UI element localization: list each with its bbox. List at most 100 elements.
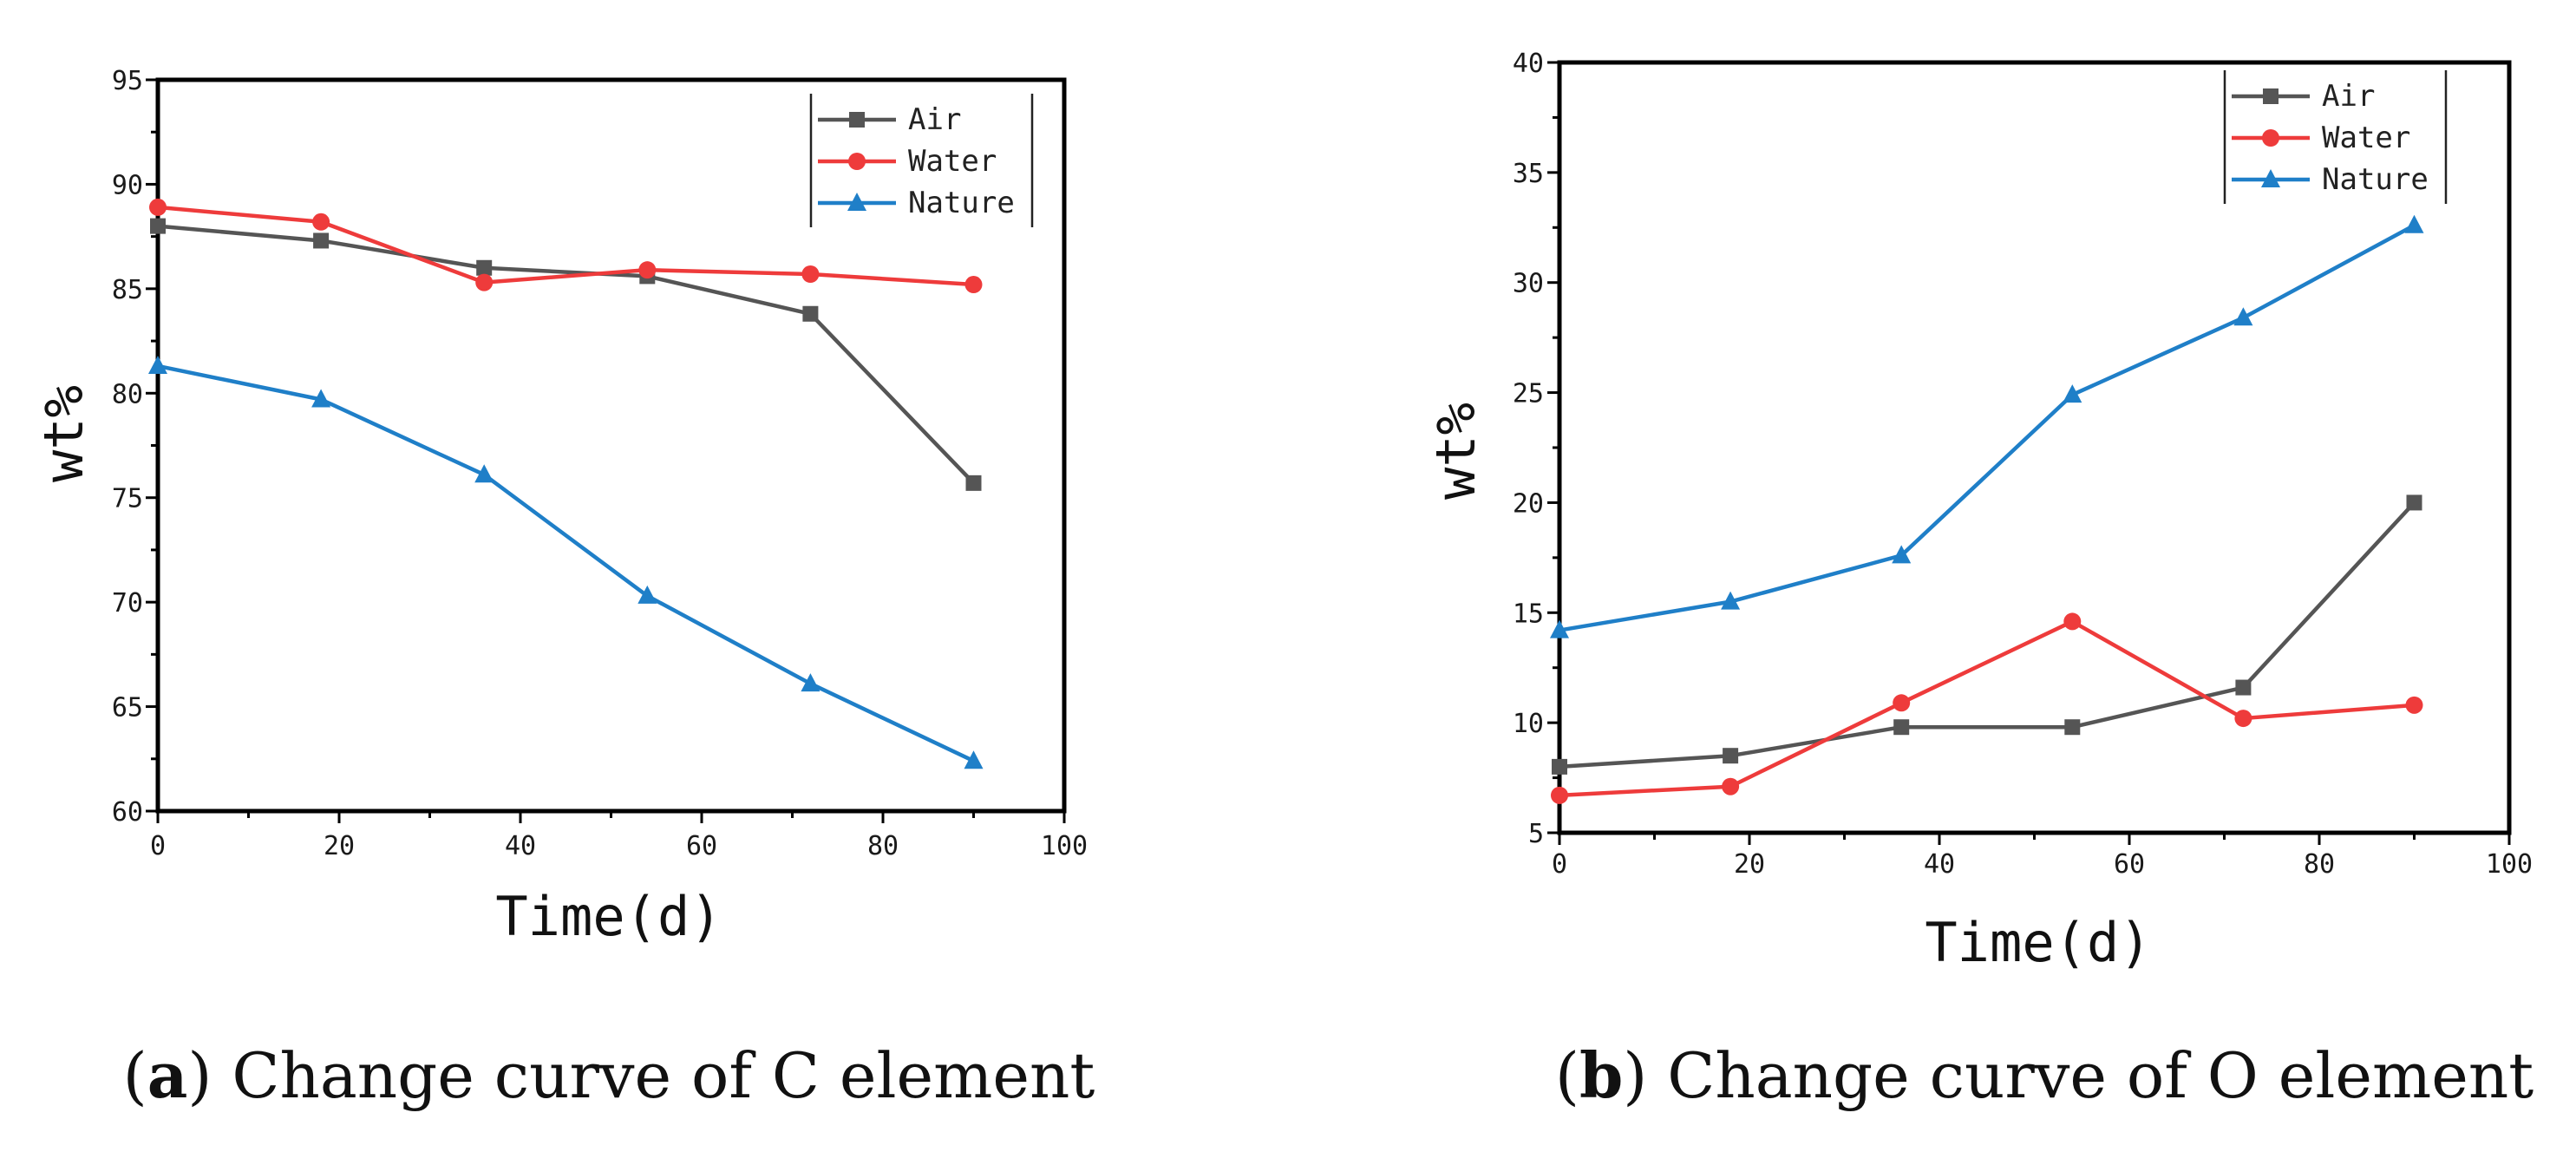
x-tick-label: 100 [2486,849,2533,880]
series-line-air [1559,501,2416,769]
data-point-nature [1721,591,1741,610]
data-point-water [1893,694,1911,712]
data-point-nature [1550,619,1569,638]
y-tick-label: 40 [1513,49,1544,79]
data-point-air [2406,494,2422,511]
y-tick-label: 90 [112,170,143,200]
data-point-water [1551,786,1568,804]
legend-marker-air [849,112,865,128]
y-tick-label: 85 [112,275,143,305]
data-point-water [2405,696,2423,714]
series-line-nature [1559,223,2416,632]
y-tick-label: 25 [1513,379,1544,409]
legend-label-nature: Nature [2322,162,2429,197]
data-point-air [150,218,166,234]
x-tick-label: 40 [505,831,536,861]
x-tick-label: 60 [686,831,717,861]
legend-label-air: Air [2322,79,2375,114]
y-axis-title: wt% [1424,403,1487,500]
data-point-water [638,261,657,279]
y-tick-label: 80 [112,379,143,409]
x-tick-label: 60 [2114,849,2145,880]
legend-label-water: Water [908,144,997,179]
legend-marker-air [2263,88,2279,104]
caption-panel-label: b [1579,1038,1623,1112]
y-tick-label: 35 [1513,159,1544,189]
caption-description: Change curve of C element [232,1039,1095,1112]
chart-panel-b: 0 20 40 60 80 100 5 10 15 20 25 30 35 40 Time(d) wt% Air… [1424,49,2534,1112]
legend-label-air: Air [908,102,961,137]
x-tick-label: 20 [1734,849,1765,880]
data-point-air [476,259,493,276]
data-point-water [312,213,330,231]
x-tick-label: 40 [1924,849,1955,880]
caption-open-paren: ( [123,1039,147,1112]
caption-close-paren: ) [1623,1039,1667,1112]
x-axis-title: Time(d) [495,885,722,948]
legend-marker-nature [847,193,866,211]
y-tick-label: 60 [112,797,143,828]
legend-marker-nature [2261,169,2280,187]
data-point-air [1552,758,1567,775]
data-point-nature [148,355,167,374]
y-tick-label: 10 [1513,709,1544,739]
data-point-nature [2404,214,2424,233]
series-line-water [157,205,974,287]
data-point-air [2064,719,2081,736]
figure-caption: (b) Change curve of O element [1555,1038,2534,1112]
x-axis-title: Time(d) [1925,911,2151,974]
y-tick-label: 15 [1513,599,1544,629]
data-point-nature [2233,307,2253,326]
x-tick-label: 80 [2304,849,2335,880]
data-point-air [1893,719,1910,736]
series-line-water [1559,619,2415,798]
data-point-nature [1892,545,1912,564]
y-tick-label: 5 [1528,819,1544,849]
x-tick-label: 100 [1041,831,1088,861]
data-point-nature [964,750,984,769]
data-point-water [475,273,494,291]
data-point-water [2234,710,2252,728]
x-tick-label: 20 [324,831,355,861]
chart-panel-a: 0 20 40 60 80 100 60 65 70 75 80 85 90 95 Time(d) wt% Ai… [32,66,1095,1112]
data-point-nature [637,585,657,604]
data-point-air [1723,748,1739,764]
legend-label-water: Water [2322,121,2410,155]
y-tick-label: 20 [1513,488,1544,519]
caption-open-paren: ( [1555,1039,1579,1112]
data-point-air [313,232,330,249]
y-tick-label: 65 [112,693,143,723]
legend-marker-water [2262,129,2279,147]
y-tick-label: 30 [1513,269,1544,299]
x-tick-label: 0 [150,831,166,861]
figure-caption: (a) Change curve of C element [123,1038,1095,1112]
data-point-air [2235,679,2252,696]
x-tick-label: 0 [1552,849,1567,880]
caption-description: Change curve of O element [1667,1039,2534,1112]
x-tick-label: 80 [867,831,899,861]
data-point-water [1722,777,1740,795]
legend: Air Water Nature [2223,70,2448,204]
series-line-air [157,224,976,485]
data-point-water [149,198,167,216]
data-point-water [801,265,820,283]
data-point-air [802,305,819,322]
data-point-air [965,475,982,491]
data-point-water [964,276,983,294]
legend-marker-water [848,153,866,170]
y-tick-label: 75 [112,484,143,514]
caption-panel-label: a [147,1038,188,1112]
y-axis-title: wt% [32,385,95,482]
y-tick-label: 70 [112,588,143,619]
data-point-nature [474,464,494,483]
data-point-water [2063,612,2082,631]
data-point-nature [311,389,331,408]
legend-label-nature: Nature [908,186,1015,220]
series-line-nature [157,363,975,763]
legend: Air Water Nature [809,94,1034,227]
y-tick-label: 95 [112,66,143,96]
caption-close-paren: ) [187,1039,232,1112]
data-point-nature [2063,384,2082,403]
data-point-nature [801,673,821,692]
